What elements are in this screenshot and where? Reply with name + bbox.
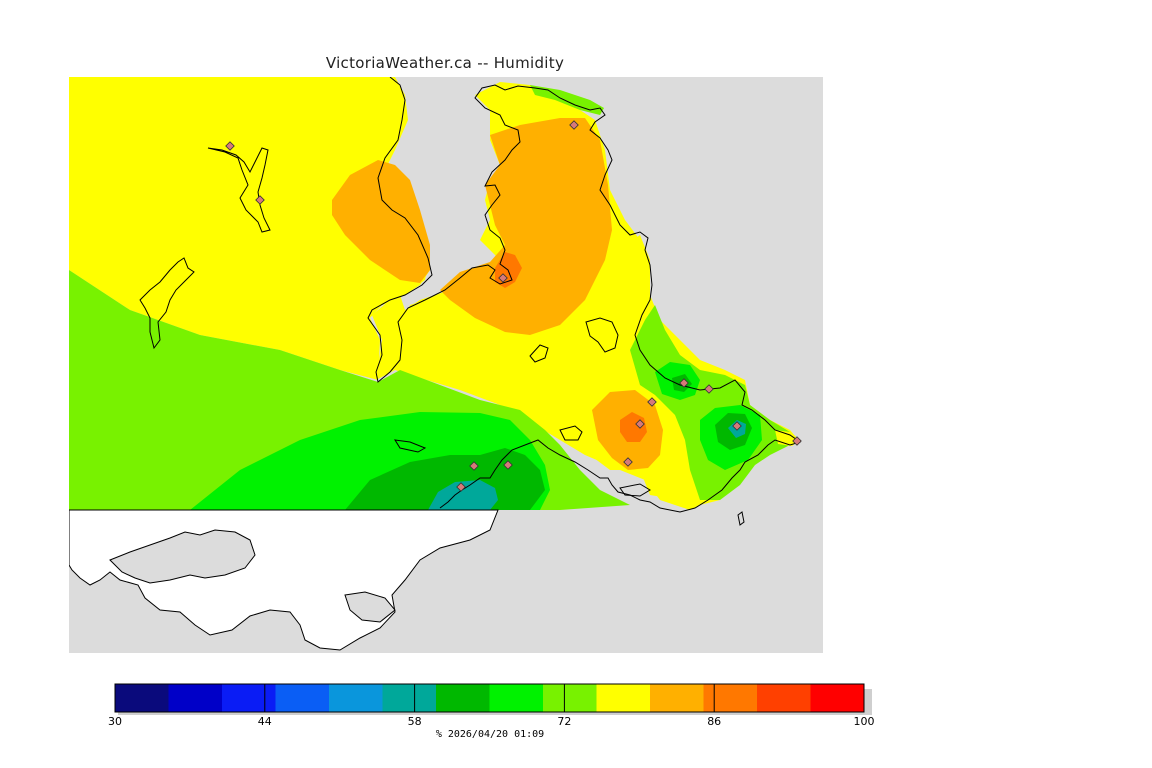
station-11	[623, 457, 633, 467]
station-5	[679, 378, 689, 388]
station-13	[503, 460, 513, 470]
humidity-zone-orange-west	[332, 160, 430, 283]
island-3	[559, 425, 583, 441]
legend-bin-14	[810, 684, 865, 712]
legend-bin-5	[329, 684, 383, 712]
legend-bin-7	[436, 684, 490, 712]
legend-bin-11	[650, 684, 704, 712]
station-1	[225, 141, 235, 151]
legend-bin-12	[703, 684, 758, 712]
station-9	[732, 421, 742, 431]
legend-ticks: 30 44 58 72 86 100	[108, 684, 875, 728]
island-4	[394, 439, 427, 453]
legend-bin-10	[596, 684, 651, 712]
station-10	[792, 436, 802, 446]
station-8	[635, 419, 645, 429]
humidity-zone-yellow-west	[69, 77, 430, 380]
legend-bin-9	[543, 684, 597, 712]
humidity-zone-orange-central	[440, 118, 612, 335]
lake-west-1	[207, 147, 271, 233]
legend-footer: % 2026/04/20 01:09	[435, 729, 545, 740]
station-4	[498, 273, 508, 283]
map-title: VictoriaWeather.ca -- Humidity	[325, 54, 565, 72]
station-14	[456, 482, 466, 492]
station-7	[647, 397, 657, 407]
water-inlet-south-1	[109, 529, 256, 584]
legend-bin-6	[382, 684, 437, 712]
legend-tick-label-6: 100	[854, 715, 875, 728]
water-inlet-south-2	[344, 591, 396, 623]
legend-bin-4	[275, 684, 330, 712]
legend-bins	[115, 684, 865, 712]
station-markers	[225, 120, 802, 492]
legend-tick-label-1: 30	[108, 715, 122, 728]
legend-tick-label-3: 58	[408, 715, 422, 728]
humidity-zone-green-east-1	[630, 305, 800, 500]
legend-bin-3	[222, 684, 276, 712]
station-2	[255, 195, 265, 205]
coastlines	[139, 77, 802, 526]
legend-tick-label-5: 86	[707, 715, 721, 728]
station-3	[569, 120, 579, 130]
legend-bin-2	[168, 684, 223, 712]
humidity-zone-teal	[428, 480, 498, 510]
station-12	[469, 461, 479, 471]
station-6	[704, 384, 714, 394]
legend-tick-label-2: 44	[258, 715, 272, 728]
island-1	[585, 317, 619, 353]
island-6	[737, 511, 745, 526]
legend-bin-1	[115, 684, 169, 712]
legend-tick-label-4: 72	[557, 715, 571, 728]
island-2	[529, 344, 549, 363]
coast-saanich-west	[367, 77, 802, 513]
island-5	[619, 483, 651, 497]
humidity-zone-green-northtip	[530, 85, 604, 115]
lake-west-2	[139, 257, 195, 350]
legend-bin-8	[489, 684, 544, 712]
legend-bin-13	[757, 684, 811, 712]
